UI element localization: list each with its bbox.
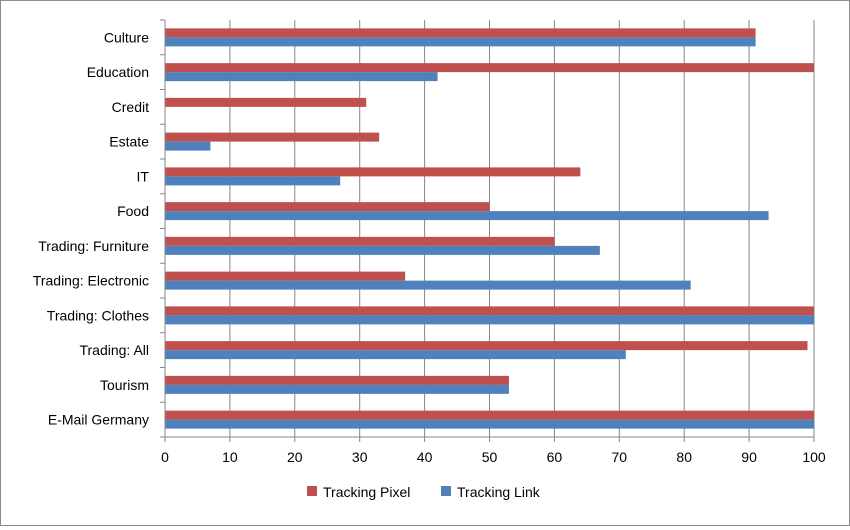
bar-tracking-link (165, 419, 814, 429)
tick-labels: 0 10 20 30 40 50 60 70 80 90 100 (161, 449, 826, 465)
category-label: Trading: Furniture (38, 238, 149, 254)
bar-tracking-link (165, 176, 341, 186)
category-label: Trading: All (79, 342, 149, 358)
bar-tracking-pixel (165, 202, 490, 212)
bar-tracking-pixel (165, 97, 367, 107)
x-tick-label: 0 (161, 449, 169, 465)
bar-tracking-pixel (165, 410, 814, 420)
category-label: Credit (112, 99, 149, 115)
legend-label-tracking-link: Tracking Link (457, 484, 541, 500)
legend-swatch-tracking-link (441, 486, 451, 496)
bar-tracking-link (165, 280, 691, 290)
bar-tracking-link (165, 37, 756, 47)
bar-tracking-pixel (165, 341, 808, 351)
axes (160, 19, 815, 442)
x-tick-label: 100 (802, 449, 826, 465)
x-tick-label: 90 (741, 449, 757, 465)
category-label: Trading: Electronic (33, 273, 149, 289)
bar-tracking-pixel (165, 132, 380, 142)
category-label: Food (117, 203, 149, 219)
x-tick-label: 10 (222, 449, 238, 465)
x-tick-label: 60 (547, 449, 563, 465)
bar-tracking-pixel (165, 63, 814, 73)
bar-tracking-pixel (165, 28, 756, 38)
category-label: E-Mail Germany (48, 412, 149, 428)
bar-tracking-pixel (165, 167, 581, 177)
bar-tracking-link (165, 141, 211, 151)
legend: Tracking Pixel Tracking Link (307, 484, 541, 500)
bar-tracking-link (165, 315, 814, 325)
legend-label-tracking-pixel: Tracking Pixel (323, 484, 410, 500)
x-tick-label: 20 (287, 449, 303, 465)
x-tick-label: 30 (352, 449, 368, 465)
bar-tracking-link (165, 245, 600, 255)
category-label: IT (137, 168, 150, 184)
category-label: Tourism (100, 377, 149, 393)
x-tick-label: 80 (676, 449, 692, 465)
gridlines (229, 20, 815, 437)
category-label: Trading: Clothes (47, 307, 149, 323)
category-label: Culture (104, 29, 149, 45)
category-labels: Culture Education Credit Estate IT Food Tradin… (33, 29, 150, 427)
bar-tracking-pixel (165, 271, 406, 281)
bar-tracking-link (165, 384, 509, 394)
x-tick-label: 40 (417, 449, 433, 465)
bars (165, 28, 814, 429)
bar-tracking-link (165, 72, 438, 82)
category-label: Education (87, 64, 149, 80)
category-label: Estate (109, 134, 149, 150)
bar-tracking-pixel (165, 375, 509, 385)
bar-tracking-link (165, 350, 626, 360)
bar-tracking-pixel (165, 306, 814, 316)
x-tick-label: 70 (612, 449, 628, 465)
bar-tracking-pixel (165, 236, 555, 246)
x-tick-label: 50 (482, 449, 498, 465)
legend-swatch-tracking-pixel (307, 486, 317, 496)
bar-tracking-link (165, 211, 769, 221)
